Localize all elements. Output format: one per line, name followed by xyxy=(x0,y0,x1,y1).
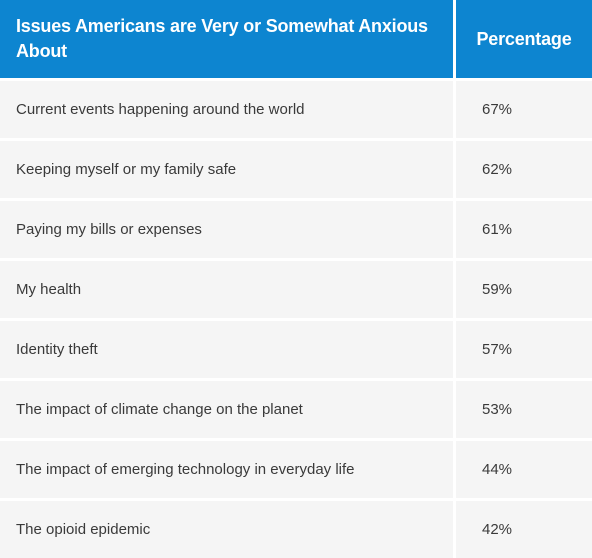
table-row: My health 59% xyxy=(0,261,592,318)
cell-percentage: 59% xyxy=(456,261,592,318)
table-row: The opioid epidemic 42% xyxy=(0,501,592,558)
cell-issue: The opioid epidemic xyxy=(0,501,453,558)
cell-percentage: 42% xyxy=(456,501,592,558)
table-row: The impact of climate change on the plan… xyxy=(0,381,592,438)
cell-issue: Current events happening around the worl… xyxy=(0,81,453,138)
cell-percentage: 44% xyxy=(456,441,592,498)
table-header-row: Issues Americans are Very or Somewhat An… xyxy=(0,0,592,78)
table-row: Identity theft 57% xyxy=(0,321,592,378)
cell-issue: My health xyxy=(0,261,453,318)
cell-issue: Keeping myself or my family safe xyxy=(0,141,453,198)
table-row: Paying my bills or expenses 61% xyxy=(0,201,592,258)
cell-issue: The impact of emerging technology in eve… xyxy=(0,441,453,498)
table-row: The impact of emerging technology in eve… xyxy=(0,441,592,498)
cell-percentage: 53% xyxy=(456,381,592,438)
cell-percentage: 62% xyxy=(456,141,592,198)
cell-issue: Paying my bills or expenses xyxy=(0,201,453,258)
header-issue: Issues Americans are Very or Somewhat An… xyxy=(0,0,453,78)
cell-percentage: 57% xyxy=(456,321,592,378)
cell-percentage: 61% xyxy=(456,201,592,258)
cell-issue: Identity theft xyxy=(0,321,453,378)
table-row: Keeping myself or my family safe 62% xyxy=(0,141,592,198)
cell-percentage: 67% xyxy=(456,81,592,138)
header-percentage: Percentage xyxy=(456,0,592,78)
table-row: Current events happening around the worl… xyxy=(0,81,592,138)
cell-issue: The impact of climate change on the plan… xyxy=(0,381,453,438)
